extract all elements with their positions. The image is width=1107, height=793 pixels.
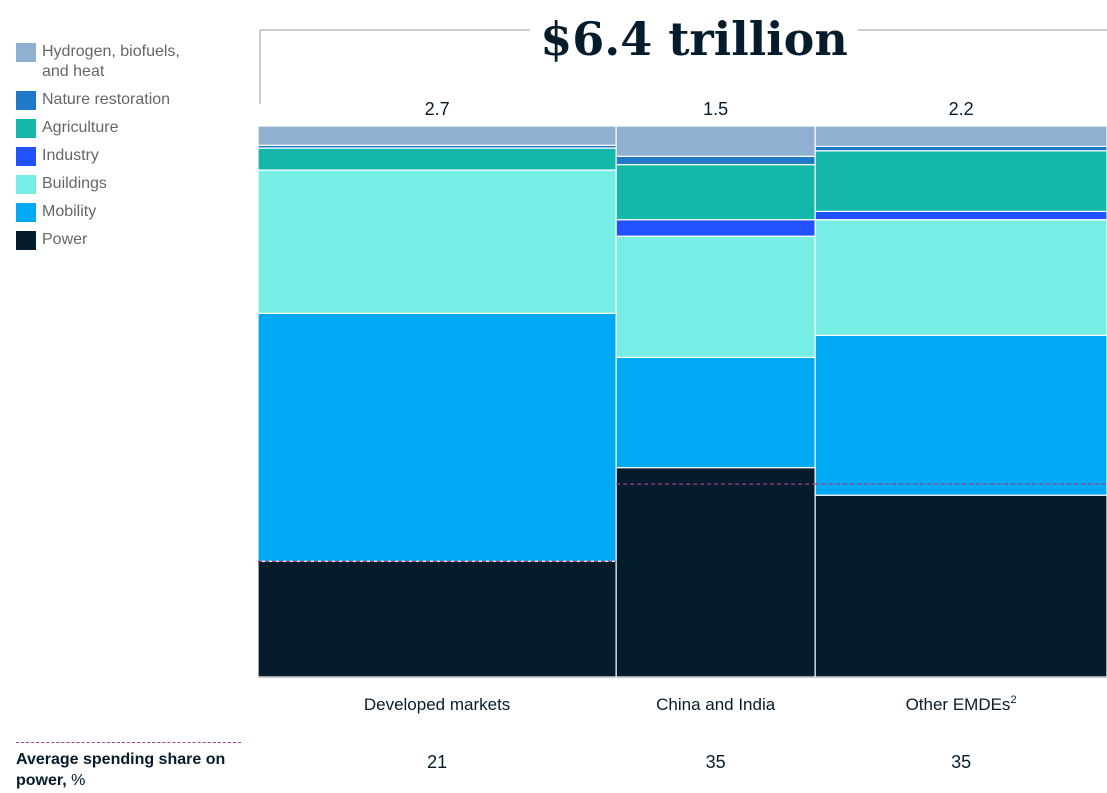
bar-segment-buildings-1 bbox=[257, 169, 617, 314]
chart-title: $6.4 trillion bbox=[540, 12, 848, 66]
average-power-share-title: Average spending share on power, bbox=[16, 751, 226, 789]
legend-swatch-agriculture bbox=[16, 119, 36, 138]
bar-segment-nature-restoration-3 bbox=[814, 145, 1107, 152]
average-power-share-unit: % bbox=[71, 772, 86, 789]
legend-item: Hydrogen, biofuels, and heat bbox=[16, 42, 241, 82]
average-power-share-value: 35 bbox=[951, 752, 971, 772]
bar-segment-hydrogen-biofuels-and-heat-1 bbox=[257, 125, 617, 146]
bar-segment-nature-restoration-2 bbox=[615, 155, 816, 166]
average-power-share-label: Average spending share on power, % bbox=[16, 749, 246, 791]
legend-swatch-hydrogen bbox=[16, 43, 36, 62]
category-label: Developed markets bbox=[364, 695, 510, 714]
bar-segment-agriculture-1 bbox=[257, 147, 617, 171]
category-label: China and India bbox=[656, 695, 776, 714]
legend-swatch-buildings bbox=[16, 175, 36, 194]
legend-item: Mobility bbox=[16, 202, 241, 222]
chart-legend: Hydrogen, biofuels, and heat Nature rest… bbox=[16, 42, 241, 258]
legend-label-mobility: Mobility bbox=[42, 203, 97, 220]
legend-label-buildings: Buildings bbox=[42, 175, 107, 192]
bar-segment-industry-2 bbox=[615, 219, 816, 237]
average-power-share-value: 35 bbox=[706, 752, 726, 772]
bar-segment-mobility-3 bbox=[814, 334, 1107, 496]
bar-segment-mobility-2 bbox=[615, 356, 816, 469]
bar-segment-agriculture-2 bbox=[615, 163, 816, 221]
legend-item: Buildings bbox=[16, 174, 241, 194]
column-total-label: 2.7 bbox=[425, 99, 450, 119]
category-footnote-marker: 2 bbox=[1010, 694, 1016, 706]
legend-label-hydrogen: Hydrogen, biofuels, and heat bbox=[42, 42, 180, 82]
bar-segment-mobility-1 bbox=[257, 312, 617, 562]
legend-item: Industry bbox=[16, 146, 241, 166]
legend-label-industry: Industry bbox=[42, 147, 99, 164]
legend-swatch-nature bbox=[16, 91, 36, 110]
legend-item: Nature restoration bbox=[16, 90, 241, 110]
bar-segment-power-3 bbox=[814, 494, 1107, 678]
average-power-share-value: 21 bbox=[427, 752, 447, 772]
category-label: Other EMDEs2 bbox=[906, 694, 1017, 714]
bar-segment-hydrogen-biofuels-and-heat-3 bbox=[814, 125, 1107, 147]
legend-item: Power bbox=[16, 230, 241, 250]
bar-segment-power-2 bbox=[615, 467, 816, 678]
legend-item: Agriculture bbox=[16, 118, 241, 138]
legend-label-agriculture: Agriculture bbox=[42, 119, 119, 136]
legend-swatch-power bbox=[16, 231, 36, 250]
bar-segment-buildings-2 bbox=[615, 235, 816, 359]
legend-label-power: Power bbox=[42, 231, 88, 248]
legend-label-nature: Nature restoration bbox=[42, 91, 171, 108]
legend-label-hydrogen-line1: Hydrogen, biofuels, bbox=[42, 43, 180, 60]
column-total-label: 1.5 bbox=[703, 99, 728, 119]
legend-label-hydrogen-line2: and heat bbox=[42, 63, 105, 80]
bar-segment-industry-3 bbox=[814, 210, 1107, 221]
legend-swatch-industry bbox=[16, 147, 36, 166]
bar-segment-buildings-3 bbox=[814, 219, 1107, 336]
legend-swatch-mobility bbox=[16, 203, 36, 222]
bar-segment-power-1 bbox=[257, 560, 617, 678]
bar-segment-hydrogen-biofuels-and-heat-2 bbox=[615, 125, 816, 157]
bar-segment-agriculture-3 bbox=[814, 150, 1107, 213]
column-total-label: 2.2 bbox=[949, 99, 974, 119]
average-divider-line bbox=[16, 742, 241, 743]
